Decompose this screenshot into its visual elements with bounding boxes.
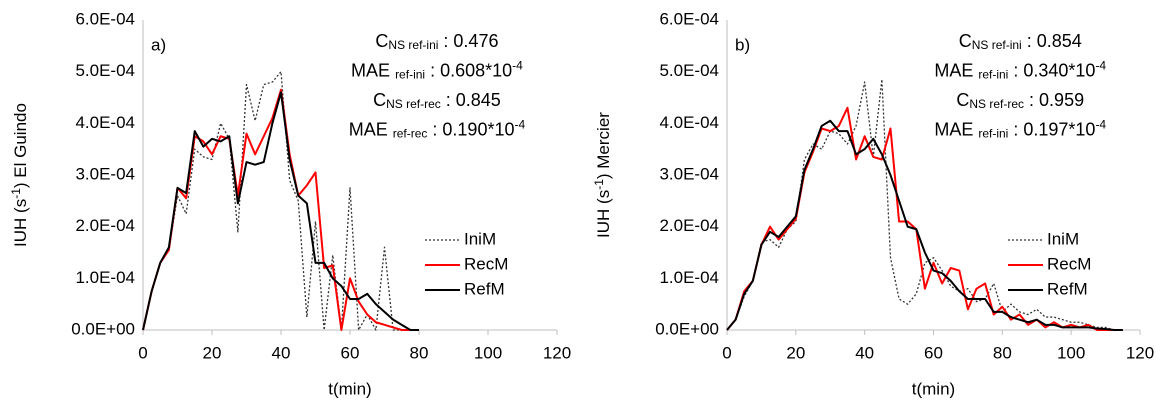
- y-axis-title: IUH (s-1) El Guindo: [9, 103, 31, 247]
- x-tick-label: 0: [722, 343, 731, 362]
- annotation-part: : 0.845: [441, 90, 501, 110]
- y-tick-label: 4.0E-04: [75, 113, 135, 132]
- y-axis-title-part: ) El Guindo: [11, 103, 30, 188]
- x-tick-label: 80: [410, 343, 429, 362]
- x-axis-title: t(min): [912, 379, 955, 398]
- annotation-part: C: [959, 31, 972, 51]
- y-axis-title-part: IUH (s: [11, 199, 30, 247]
- y-axis-title-part: ) Mercier: [594, 112, 613, 179]
- annotation: MAE ref-ini : 0.197*10-4: [934, 117, 1106, 140]
- legend-label: IniM: [464, 229, 496, 248]
- annotation: MAE ref-ini : 0.608*10-4: [351, 58, 523, 81]
- annotation-part: -4: [1095, 117, 1106, 131]
- annotation: MAE ref-rec : 0.190*10-4: [349, 117, 526, 140]
- annotation-part: MAE: [351, 60, 395, 80]
- panel-label: b): [735, 35, 750, 54]
- annotation-part: C: [375, 31, 388, 51]
- legend-label: RecM: [464, 254, 508, 273]
- y-tick-label: 5.0E-04: [75, 61, 135, 80]
- annotation-part: : 0.854: [1022, 31, 1082, 51]
- x-tick-label: 20: [203, 343, 222, 362]
- annotation-part: C: [373, 90, 386, 110]
- x-tick-label: 80: [993, 343, 1012, 362]
- annotation-part: ref-ini: [395, 67, 425, 81]
- y-tick-label: 0.0E+00: [655, 319, 719, 338]
- legend-label: RefM: [464, 279, 505, 298]
- y-tick-label: 3.0E-04: [75, 164, 135, 183]
- annotation-part: NS ref-rec: [969, 97, 1024, 111]
- y-tick-label: 0.0E+00: [71, 319, 135, 338]
- annotation-part: NS ref-ini: [388, 38, 438, 52]
- y-tick-label: 2.0E-04: [75, 216, 135, 235]
- series-line: [726, 119, 1123, 331]
- annotation-part: MAE: [934, 119, 978, 139]
- x-tick-label: 60: [924, 343, 943, 362]
- annotation-part: -4: [514, 117, 525, 131]
- series-line: [726, 106, 1123, 331]
- annotation-part: : 0.959: [1024, 90, 1084, 110]
- annotation-part: NS ref-ini: [972, 38, 1022, 52]
- legend-label: RecM: [1047, 254, 1091, 273]
- x-tick-label: 100: [474, 343, 502, 362]
- annotation-part: ref-ini: [978, 67, 1008, 81]
- legend-label: RefM: [1047, 279, 1088, 298]
- x-tick-label: 20: [786, 343, 805, 362]
- annotation: MAE ref-ini : 0.340*10-4: [934, 58, 1106, 81]
- annotation-part: : 0.476: [438, 31, 498, 51]
- annotation-part: NS ref-rec: [386, 97, 441, 111]
- legend-label: IniM: [1047, 229, 1079, 248]
- x-tick-label: 40: [855, 343, 874, 362]
- series-line: [142, 71, 419, 331]
- x-tick-label: 100: [1057, 343, 1085, 362]
- x-tick-label: 0: [138, 343, 147, 362]
- annotation-part: : 0.608*10: [425, 60, 512, 80]
- annotation-part: -4: [1095, 58, 1106, 72]
- y-axis-title-part: -1: [9, 188, 23, 199]
- annotation-part: -4: [512, 58, 523, 72]
- annotation-part: MAE: [349, 119, 393, 139]
- annotation-part: ref-ini: [978, 126, 1008, 140]
- y-axis-title-part: -1: [592, 179, 606, 190]
- x-tick-label: 40: [272, 343, 291, 362]
- x-tick-label: 60: [341, 343, 360, 362]
- y-tick-label: 6.0E-04: [75, 9, 135, 28]
- y-tick-label: 2.0E-04: [659, 216, 719, 235]
- y-tick-label: 3.0E-04: [659, 164, 719, 183]
- annotation: CNS ref-ini : 0.476: [375, 31, 498, 52]
- annotation-part: ref-rec: [393, 126, 428, 140]
- annotation-part: MAE: [934, 60, 978, 80]
- annotation: CNS ref-rec : 0.845: [373, 90, 501, 111]
- y-tick-label: 1.0E-04: [75, 268, 135, 287]
- y-tick-label: 6.0E-04: [659, 9, 719, 28]
- series-line: [142, 91, 419, 331]
- annotation-part: C: [956, 90, 969, 110]
- y-axis-title-part: IUH (s: [594, 190, 613, 238]
- y-tick-label: 4.0E-04: [659, 113, 719, 132]
- x-axis-title: t(min): [328, 379, 371, 398]
- annotation-part: : 0.190*10: [427, 119, 514, 139]
- annotation-part: : 0.340*10: [1008, 60, 1095, 80]
- y-axis-title: IUH (s-1) Mercier: [592, 112, 614, 238]
- x-tick-label: 120: [1126, 343, 1154, 362]
- annotation: CNS ref-ini : 0.854: [959, 31, 1082, 52]
- x-tick-label: 120: [543, 343, 571, 362]
- annotation: CNS ref-rec : 0.959: [956, 90, 1084, 111]
- annotation-part: : 0.197*10: [1008, 119, 1095, 139]
- y-tick-label: 5.0E-04: [659, 61, 719, 80]
- y-tick-label: 1.0E-04: [659, 268, 719, 287]
- panel-label: a): [151, 35, 166, 54]
